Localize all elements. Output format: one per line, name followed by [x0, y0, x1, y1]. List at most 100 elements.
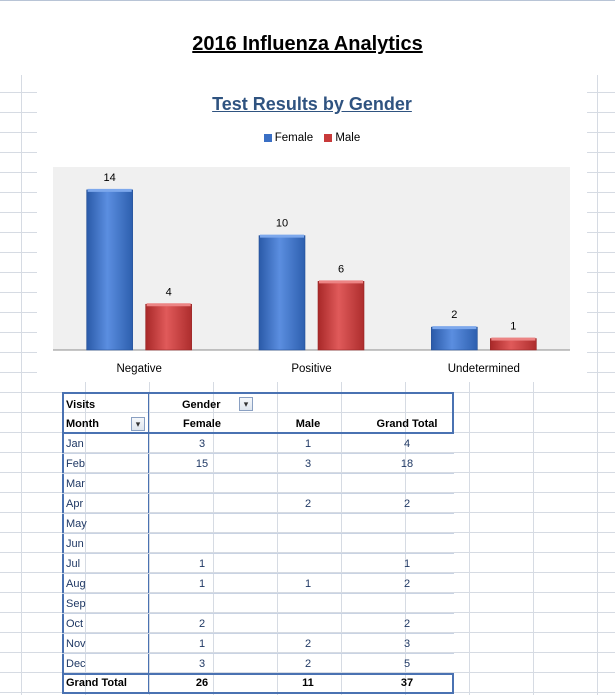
month-cell: Aug	[66, 578, 86, 590]
value-cell-female	[162, 514, 242, 534]
legend-label-male: Male	[335, 132, 361, 144]
data-label: 2	[451, 309, 457, 321]
row-divider	[62, 573, 454, 574]
value-cell-total: 3	[403, 638, 411, 650]
value-cell-total: 2	[403, 498, 411, 510]
month-cell: Mar	[66, 478, 85, 490]
value-cell-total: 2	[403, 618, 411, 630]
value-cell-female	[162, 494, 242, 514]
legend-swatch-female	[263, 133, 272, 142]
category-label-negative: Negative	[116, 363, 161, 375]
month-cell: Nov	[66, 638, 86, 650]
value-cell-total: 4	[403, 438, 411, 450]
value-cell-female: 1	[198, 638, 206, 650]
bar-top-highlight	[260, 234, 304, 238]
value-cell-total	[367, 534, 447, 554]
value-cell-male: 1	[304, 578, 312, 590]
value-cell-male	[268, 534, 348, 554]
row-divider	[62, 593, 454, 594]
pivot-gender-label: Gender	[182, 399, 221, 411]
gender-dropdown-button[interactable]: ▾	[239, 397, 253, 411]
row-divider	[62, 633, 454, 634]
grand-total-row: Grand Total 26 11 37	[62, 673, 454, 694]
data-label: 1	[510, 321, 516, 333]
month-cell: Jun	[66, 538, 84, 550]
row-divider	[62, 453, 454, 454]
bar-female-negative	[86, 189, 133, 351]
row-divider	[62, 553, 454, 554]
grand-total-label: Grand Total	[66, 677, 127, 689]
legend-label-female: Female	[274, 132, 314, 144]
grand-total-total: 37	[400, 677, 414, 689]
chart-title: Test Results by Gender	[212, 94, 412, 114]
value-cell-male: 2	[304, 638, 312, 650]
value-cell-female	[162, 594, 242, 614]
value-cell-male	[268, 614, 348, 634]
value-cell-male: 1	[304, 438, 312, 450]
value-cell-female: 15	[195, 458, 209, 470]
value-cell-male	[268, 554, 348, 574]
bar-top-highlight	[146, 303, 191, 307]
pivot-visits-label: Visits	[66, 399, 96, 411]
row-divider	[62, 653, 454, 654]
value-cell-female: 3	[198, 438, 206, 450]
col-header-grand-total: Grand Total	[376, 418, 438, 430]
bar-top-highlight	[319, 280, 363, 284]
data-label: 10	[276, 218, 288, 230]
value-cell-female: 3	[198, 658, 206, 670]
bar-female-undetermined	[431, 326, 478, 351]
value-cell-female: 1	[198, 558, 206, 570]
value-cell-female: 1	[198, 578, 206, 590]
bar-male-negative	[145, 303, 192, 351]
value-cell-male: 2	[304, 498, 312, 510]
bar-top-highlight	[491, 337, 536, 341]
bar-top-highlight	[432, 326, 477, 330]
data-label: 14	[104, 172, 116, 184]
grand-total-border	[62, 673, 454, 694]
value-cell-total: 5	[403, 658, 411, 670]
row-divider	[62, 613, 454, 614]
value-cell-total	[367, 514, 447, 534]
value-cell-male	[268, 474, 348, 494]
bar-female-positive	[258, 235, 306, 351]
plot-area-background	[53, 167, 570, 350]
value-cell-male	[268, 594, 348, 614]
grand-total-female: 26	[195, 677, 209, 689]
value-cell-total	[367, 474, 447, 494]
pivot-row-label-divider	[148, 392, 149, 694]
value-cell-total: 1	[403, 558, 411, 570]
col-header-male: Male	[295, 418, 321, 430]
value-cell-total: 18	[400, 458, 414, 470]
month-filter-button[interactable]: ▾	[131, 417, 145, 431]
month-cell: Jan	[66, 438, 84, 450]
row-divider	[62, 473, 454, 474]
month-cell: Oct	[66, 618, 84, 630]
data-label: 6	[338, 263, 344, 275]
month-cell: Apr	[66, 498, 84, 510]
bar-chart: 14 4 Negative 10 6 Positive 2 1 Undetermined	[53, 167, 570, 375]
month-cell: Sep	[66, 598, 86, 610]
value-cell-male	[268, 514, 348, 534]
value-cell-male: 2	[304, 658, 312, 670]
grand-total-male: 11	[302, 677, 314, 689]
chart-area[interactable]: Test Results by Gender Female Male 14 4 Ne…	[37, 74, 587, 382]
row-divider	[62, 493, 454, 494]
value-cell-female	[162, 474, 242, 494]
chart-legend: Female Male	[37, 132, 587, 144]
value-cell-total	[367, 594, 447, 614]
data-label: 4	[166, 286, 172, 298]
title-band	[0, 0, 615, 75]
legend-item-male: Male	[324, 132, 360, 144]
pivot-month-label: Month	[66, 418, 99, 430]
col-header-female: Female	[183, 418, 221, 430]
value-cell-male: 3	[304, 458, 312, 470]
bar-top-highlight	[87, 188, 132, 192]
category-label-undetermined: Undetermined	[448, 363, 520, 375]
category-label-positive: Positive	[291, 363, 331, 375]
pivot-table[interactable]: Visits Gender ▾ Month ▾ Female Male Gran…	[62, 392, 454, 694]
month-cell: Dec	[66, 658, 86, 670]
value-cell-female: 2	[198, 618, 206, 630]
month-cell: Feb	[66, 458, 85, 470]
value-cell-female	[162, 534, 242, 554]
bar-male-positive	[317, 281, 365, 351]
